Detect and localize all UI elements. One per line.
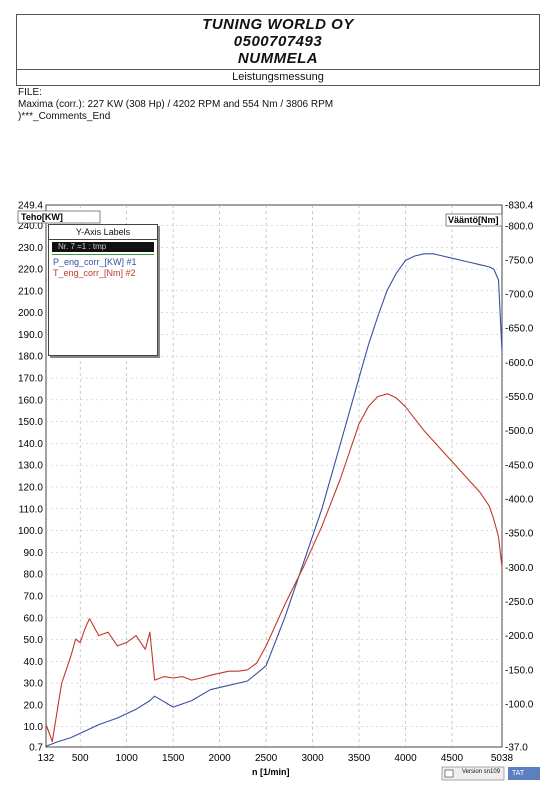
y-left-tick-label: 40.0 xyxy=(24,657,44,668)
y-right-tick-label: -650.0 xyxy=(505,324,534,335)
y-left-tick-label: 249.4 xyxy=(18,201,43,212)
y-right-tick-label: -750.0 xyxy=(505,255,534,266)
y-left-tick-label: 160.0 xyxy=(18,395,43,406)
torque-curve-line xyxy=(45,393,503,743)
x-tick-label: 500 xyxy=(72,753,89,764)
y-right-tick-label: -150.0 xyxy=(505,665,534,676)
y-right-tick-label: -100.0 xyxy=(505,699,534,710)
y-left-tick-label: 230.0 xyxy=(18,243,43,254)
y-left-tick-label: 220.0 xyxy=(18,265,43,276)
y-right-tick-label: -600.0 xyxy=(505,358,534,369)
x-tick-label: 2000 xyxy=(209,753,232,764)
y-right-tick-label: -250.0 xyxy=(505,597,534,608)
file-label: FILE: xyxy=(18,87,42,98)
right-axis-ticks: -37.0 -100.0 -150.0 -200.0 -250.0 -300.0 -350.… xyxy=(505,201,534,754)
y-right-tick-label: -400.0 xyxy=(505,495,534,506)
company-city: NUMMELA xyxy=(237,50,319,67)
x-axis-title: n [1/min] xyxy=(252,767,290,777)
y-right-tick-label: -350.0 xyxy=(505,529,534,540)
y-left-tick-label: 10.0 xyxy=(24,722,44,733)
legend-divider xyxy=(52,254,154,255)
y-left-tick-label: 100.0 xyxy=(18,526,43,537)
x-tick-label: 1500 xyxy=(162,753,185,764)
y-right-tick-label: -830.4 xyxy=(505,201,534,212)
y-left-tick-label: 70.0 xyxy=(24,591,44,602)
y-left-tick-label: 90.0 xyxy=(24,548,44,559)
legend-selected-row[interactable]: Nr. 7 =1 : tmp xyxy=(52,242,154,252)
y-left-tick-label: 190.0 xyxy=(18,330,43,341)
brand-label: TAT xyxy=(512,770,525,777)
x-tick-label: 1000 xyxy=(116,753,139,764)
y-left-tick-label: 200.0 xyxy=(18,308,43,319)
y-left-tick-label: 140.0 xyxy=(18,439,43,450)
company-name: TUNING WORLD OY xyxy=(202,16,354,33)
right-axis-title-box xyxy=(445,213,503,227)
y-right-tick-label: -300.0 xyxy=(505,563,534,574)
x-tick-label: 132 xyxy=(38,753,55,764)
y-left-tick-label: 170.0 xyxy=(18,374,43,385)
power-curve-line xyxy=(45,253,503,747)
y-left-tick-label: 130.0 xyxy=(18,461,43,472)
legend-title: Y-Axis Labels xyxy=(49,225,157,240)
y-right-tick-label: -37.0 xyxy=(505,743,528,754)
y-left-tick-label: 0.7 xyxy=(29,743,43,754)
y-left-tick-label: 30.0 xyxy=(24,679,44,690)
company-phone: 0500707493 xyxy=(233,33,323,50)
y-left-tick-label: 180.0 xyxy=(18,352,43,363)
y-left-tick-label: 80.0 xyxy=(24,570,44,581)
y-axis-legend[interactable]: Y-Axis Labels Nr. 7 =1 : tmp P_eng_corr_… xyxy=(48,224,158,356)
y-right-tick-label: -550.0 xyxy=(505,392,534,403)
y-left-tick-label: 240.0 xyxy=(18,221,43,232)
maxima-line: Maxima (corr.): 227 KW (308 Hp) / 4202 R… xyxy=(18,99,334,110)
left-axis-title: Teho[KW] xyxy=(21,212,63,222)
y-right-tick-label: -450.0 xyxy=(505,460,534,471)
right-axis-title: Vääntö[Nm] xyxy=(448,215,499,225)
chart-series xyxy=(45,253,503,747)
left-axis-title-box xyxy=(17,210,101,224)
y-right-tick-label: -700.0 xyxy=(505,290,534,301)
comments-line: )***_Comments_End xyxy=(18,111,111,122)
left-axis-ticks: 0.7 10.0 20.0 30.0 40.0 50.0 60.0 70.0 80.0 90.0 1… xyxy=(18,201,43,754)
y-left-tick-label: 60.0 xyxy=(24,613,44,624)
y-left-tick-label: 50.0 xyxy=(24,635,44,646)
x-tick-label: 3000 xyxy=(301,753,324,764)
y-left-tick-label: 150.0 xyxy=(18,417,43,428)
x-tick-label: 3500 xyxy=(348,753,371,764)
report-subtitle: Leistungsmessung xyxy=(17,69,539,85)
x-tick-label: 2500 xyxy=(255,753,278,764)
y-right-tick-label: -800.0 xyxy=(505,221,534,232)
legend-item-power[interactable]: P_eng_corr_[KW] #1 xyxy=(53,257,137,267)
legend-item-torque[interactable]: T_eng_corr_[Nm] #2 xyxy=(53,268,136,278)
x-tick-label: 4000 xyxy=(394,753,417,764)
x-tick-label: 4500 xyxy=(441,753,464,764)
x-axis-ticks: 132 500 1000 1500 2000 2500 3000 3500 4000 4500 50… xyxy=(38,753,514,764)
y-right-tick-label: -500.0 xyxy=(505,426,534,437)
report-header: TUNING WORLD OY 0500707493 NUMMELA Leist… xyxy=(16,14,540,86)
y-left-tick-label: 110.0 xyxy=(19,504,44,515)
y-left-tick-label: 20.0 xyxy=(24,700,44,711)
y-right-tick-label: -200.0 xyxy=(505,631,534,642)
y-left-tick-label: 120.0 xyxy=(18,483,43,494)
y-left-tick-label: 210.0 xyxy=(18,286,43,297)
x-tick-label: 5038 xyxy=(491,753,514,764)
version-label: Version sn109 xyxy=(462,769,501,775)
